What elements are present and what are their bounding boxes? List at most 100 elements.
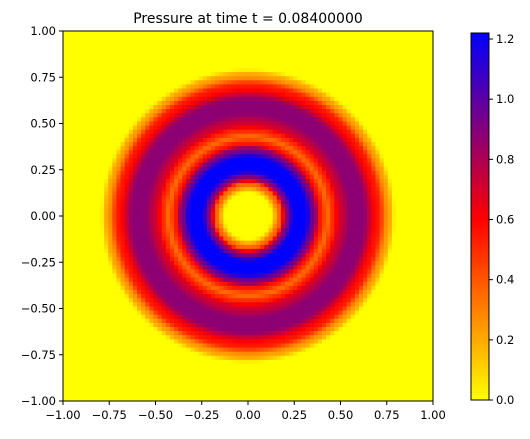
heatmap-cell xyxy=(268,51,274,57)
heatmap-cell xyxy=(174,236,179,242)
heatmap-cell xyxy=(145,253,150,258)
heatmap-cell xyxy=(400,31,405,36)
heatmap-cell xyxy=(79,232,85,238)
heatmap-cell xyxy=(169,158,175,164)
heatmap-cell xyxy=(165,224,171,229)
heatmap-cell xyxy=(428,248,433,254)
heatmap-cell xyxy=(132,117,138,123)
heatmap-cell xyxy=(293,35,298,40)
heatmap-cell xyxy=(124,137,130,143)
heatmap-cell xyxy=(387,80,393,86)
heatmap-cell xyxy=(100,228,105,234)
heatmap-cell xyxy=(334,88,340,94)
heatmap-cell xyxy=(211,253,216,258)
heatmap-cell xyxy=(383,244,389,250)
heatmap-cell xyxy=(190,92,196,98)
heatmap-cell xyxy=(198,150,204,155)
heatmap-cell xyxy=(186,39,192,44)
heatmap-cell xyxy=(272,76,278,81)
heatmap-cell xyxy=(108,105,113,110)
heatmap-cell xyxy=(190,236,196,242)
heatmap-cell xyxy=(100,43,105,49)
heatmap-cell xyxy=(268,166,274,172)
heatmap-cell xyxy=(280,174,286,180)
heatmap-cell xyxy=(239,187,245,192)
heatmap-cell xyxy=(215,187,220,192)
heatmap-cell xyxy=(190,228,196,234)
heatmap-cell xyxy=(420,191,426,197)
heatmap-cell xyxy=(424,137,430,143)
heatmap-cell xyxy=(334,84,340,90)
heatmap-cell xyxy=(359,146,364,151)
heatmap-cell xyxy=(408,51,414,57)
heatmap-cell xyxy=(260,216,266,221)
heatmap-cell xyxy=(198,174,204,180)
heatmap-cell xyxy=(132,253,138,258)
heatmap-cell xyxy=(420,183,426,188)
heatmap-cell xyxy=(206,170,212,176)
heatmap-cell xyxy=(108,174,113,180)
heatmap-cell xyxy=(116,191,122,197)
heatmap-cell xyxy=(289,109,294,114)
heatmap-cell xyxy=(252,113,257,118)
heatmap-cell xyxy=(223,240,229,246)
heatmap-cell xyxy=(396,55,401,61)
heatmap-cell xyxy=(215,43,220,49)
heatmap-cell xyxy=(342,240,348,246)
heatmap-cell xyxy=(87,220,93,225)
heatmap-cell xyxy=(268,203,274,209)
heatmap-cell xyxy=(416,68,422,73)
heatmap-cell xyxy=(67,203,72,209)
heatmap-cell xyxy=(153,88,159,94)
heatmap-cell xyxy=(239,224,245,229)
heatmap-cell xyxy=(83,154,89,160)
heatmap-cell xyxy=(309,191,315,197)
heatmap-cell xyxy=(202,31,208,36)
heatmap-cell xyxy=(71,55,76,61)
heatmap-cell xyxy=(153,253,159,258)
heatmap-cell xyxy=(350,68,356,73)
heatmap-cell xyxy=(400,240,405,246)
heatmap-cell xyxy=(297,174,303,180)
heatmap-cell xyxy=(387,105,393,110)
heatmap-cell xyxy=(83,253,89,258)
heatmap-cell xyxy=(400,84,405,90)
heatmap-cell xyxy=(75,150,81,155)
heatmap-cell xyxy=(235,51,241,57)
heatmap-cell xyxy=(194,207,200,213)
heatmap-cell xyxy=(375,174,381,180)
heatmap-cell xyxy=(396,216,401,221)
heatmap-cell xyxy=(396,51,401,57)
heatmap-cell xyxy=(112,187,118,192)
heatmap-cell xyxy=(145,158,150,164)
heatmap-cell xyxy=(174,129,179,135)
heatmap-cell xyxy=(379,35,385,40)
heatmap-cell xyxy=(239,174,245,180)
heatmap-cell xyxy=(153,232,159,238)
heatmap-cell xyxy=(367,203,372,209)
heatmap-cell xyxy=(137,121,142,127)
heatmap-cell xyxy=(165,88,171,94)
heatmap-cell xyxy=(211,228,216,234)
heatmap-cell xyxy=(235,80,241,86)
heatmap-cell xyxy=(252,39,257,44)
heatmap-cell xyxy=(383,228,389,234)
heatmap-cell xyxy=(100,125,105,131)
heatmap-cell xyxy=(309,92,315,98)
heatmap-cell xyxy=(313,207,319,213)
heatmap-cell xyxy=(165,154,171,160)
heatmap-cell xyxy=(264,240,270,246)
heatmap-cell xyxy=(137,72,142,77)
heatmap-cell xyxy=(396,228,401,234)
heatmap-cell xyxy=(342,105,348,110)
heatmap-cell xyxy=(313,105,319,110)
heatmap-cell xyxy=(375,158,381,164)
heatmap-cell xyxy=(141,162,146,168)
heatmap-cell xyxy=(75,51,81,57)
heatmap-cell xyxy=(404,220,409,225)
heatmap-cell xyxy=(334,244,340,250)
heatmap-cell xyxy=(223,133,229,139)
heatmap-cell xyxy=(379,72,385,77)
heatmap-cell xyxy=(112,137,118,143)
heatmap-cell xyxy=(350,170,356,176)
